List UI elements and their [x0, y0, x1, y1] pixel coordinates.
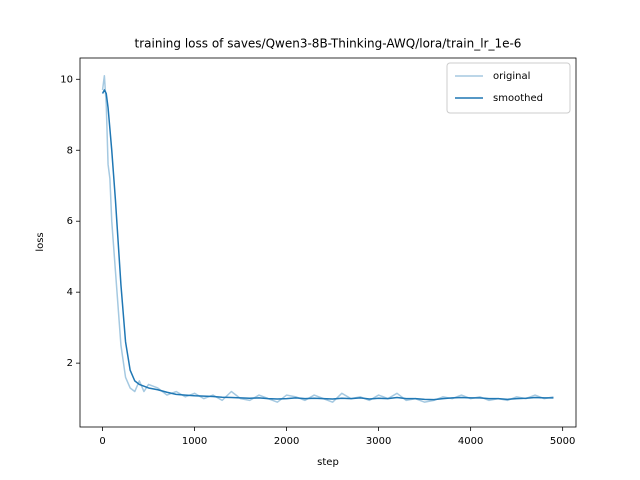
y-tick-label: 10 — [60, 74, 73, 85]
x-tick-label: 3000 — [366, 436, 391, 447]
plot-frame — [79, 57, 577, 428]
x-tick-label: 1000 — [182, 436, 207, 447]
series-line — [101, 89, 554, 401]
legend-label: original — [493, 71, 530, 82]
x-axis-label: step — [317, 457, 339, 468]
legend-box — [446, 62, 571, 114]
x-tick-label: 5000 — [550, 436, 575, 447]
y-tick-label: 2 — [67, 358, 73, 369]
y-tick-label: 8 — [67, 145, 73, 156]
x-tick-label: 4000 — [458, 436, 483, 447]
legend-label: smoothed — [493, 93, 543, 104]
chart-title: training loss of saves/Qwen3-8B-Thinking… — [135, 37, 522, 51]
y-axis-label: loss — [35, 232, 46, 251]
series-line — [101, 74, 554, 403]
y-tick-label: 4 — [67, 287, 73, 298]
x-tick-label: 2000 — [274, 436, 299, 447]
y-tick-label: 6 — [67, 216, 73, 227]
x-tick-label: 0 — [99, 436, 105, 447]
